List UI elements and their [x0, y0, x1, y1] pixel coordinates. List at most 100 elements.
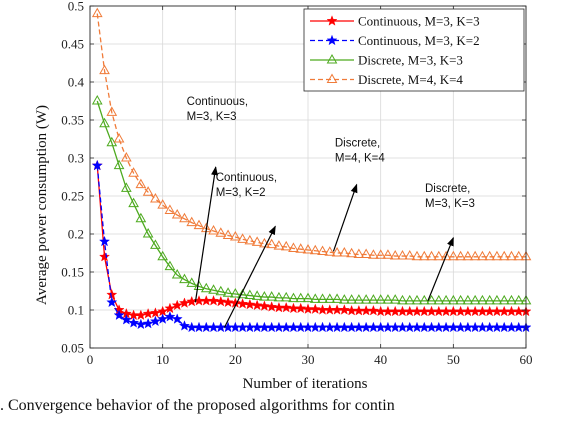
data-point-triangle [157, 250, 169, 261]
data-point-triangle [346, 247, 357, 258]
legend-label: Discrete, M=3, K=3 [358, 53, 463, 68]
data-point-star [99, 235, 111, 247]
data-point-triangle [106, 136, 118, 147]
data-point-triangle [113, 159, 125, 170]
y-tick-label: 0.05 [61, 341, 84, 356]
data-point-triangle [477, 250, 488, 261]
data-point-triangle [324, 246, 336, 256]
data-point-triangle [389, 250, 401, 260]
legend: Continuous, M=3, K=3 Continuous, M=3, K=2… [303, 8, 525, 92]
data-point-triangle [491, 294, 503, 305]
data-point-triangle [411, 250, 423, 261]
data-point-triangle [382, 294, 394, 304]
data-point-triangle [433, 294, 445, 305]
data-point-triangle [469, 250, 481, 261]
x-tick-label: 20 [229, 352, 242, 367]
legend-label: Discrete, M=4, K=4 [358, 72, 463, 87]
data-point-star [326, 15, 338, 26]
y-tick-label: 0.3 [68, 151, 84, 166]
legend-label: Continuous, M=3, K=2 [358, 33, 480, 48]
y-tick-label: 0.35 [61, 113, 84, 128]
x-tick-label: 10 [156, 352, 169, 367]
data-point-triangle [150, 193, 161, 203]
y-axis-label: Average power consumption (W) [34, 105, 50, 305]
x-tick-label: 50 [447, 352, 460, 367]
data-point-triangle [295, 292, 307, 303]
annotation-arrow [223, 225, 276, 328]
figure-caption: . Convergence behavior of the proposed a… [0, 397, 395, 414]
data-point-triangle [404, 294, 416, 305]
data-point-triangle [120, 151, 132, 162]
annotation-arrow [194, 166, 218, 303]
data-point-triangle [382, 249, 394, 259]
data-point-triangle [171, 208, 183, 219]
data-point-triangle [513, 294, 525, 305]
data-point-triangle [135, 178, 147, 189]
data-point-triangle [186, 216, 198, 227]
data-point-triangle [338, 294, 350, 304]
data-point-triangle [418, 250, 430, 261]
data-point-triangle [215, 227, 227, 237]
data-point-triangle [433, 250, 445, 261]
data-point-triangle [326, 73, 338, 83]
legend-entry-3: Discrete, M=3, K=3 [310, 53, 463, 68]
series-line [96, 100, 526, 302]
data-point-star [215, 295, 227, 307]
data-point-triangle [164, 204, 176, 214]
data-point-triangle [208, 284, 219, 294]
data-point-triangle [309, 244, 321, 255]
data-point-triangle [135, 212, 147, 223]
data-point-triangle [244, 289, 256, 300]
data-point-triangle [215, 285, 227, 296]
data-point-triangle [193, 219, 205, 230]
data-point-triangle [266, 238, 278, 249]
annotation-text: Discrete, [425, 183, 470, 195]
x-tick-label: 30 [302, 352, 315, 367]
data-point-star [142, 317, 154, 329]
data-point-triangle [157, 199, 169, 209]
data-point-triangle [150, 239, 161, 249]
data-point-triangle [91, 7, 103, 18]
series-4 [91, 7, 532, 261]
data-point-star [258, 300, 270, 311]
data-point-triangle [498, 294, 510, 305]
data-point-triangle [259, 291, 270, 301]
data-point-triangle [273, 240, 285, 250]
data-point-star [178, 320, 190, 331]
data-point-star [149, 315, 161, 327]
data-point-triangle [142, 227, 154, 238]
data-point-star [295, 302, 307, 314]
data-point-triangle [288, 292, 299, 303]
data-point-triangle [353, 294, 365, 304]
y-tick-label: 0.25 [61, 189, 84, 204]
data-point-star [157, 313, 169, 324]
data-point-triangle [469, 294, 481, 305]
data-point-triangle [397, 250, 408, 260]
data-point-triangle [317, 245, 328, 255]
data-point-triangle [360, 294, 372, 304]
data-point-triangle [99, 64, 110, 75]
data-point-star [237, 298, 249, 309]
y-tick-label: 0.45 [61, 37, 84, 52]
data-point-triangle [106, 106, 118, 116]
data-point-star [164, 311, 176, 322]
data-point-triangle [375, 294, 387, 304]
data-point-star [171, 313, 183, 324]
data-point-triangle [397, 294, 408, 305]
annotation-text: M=4, K=4 [335, 153, 385, 165]
data-point-triangle [491, 250, 503, 261]
legend-label: Continuous, M=3, K=3 [358, 14, 480, 29]
data-point-triangle [280, 291, 292, 302]
data-point-triangle [426, 294, 437, 305]
data-point-triangle [186, 277, 198, 287]
legend-entry-2: Continuous, M=3, K=2 [310, 33, 480, 48]
data-point-triangle [164, 260, 176, 271]
data-point-triangle [128, 167, 139, 177]
data-point-triangle [411, 294, 423, 305]
data-point-triangle [462, 250, 474, 261]
data-point-star [135, 309, 147, 320]
data-point-triangle [309, 293, 321, 303]
data-point-star [338, 304, 350, 315]
annotation-text: Discrete, [335, 138, 380, 150]
annotation-text: M=3, K=2 [216, 187, 266, 199]
